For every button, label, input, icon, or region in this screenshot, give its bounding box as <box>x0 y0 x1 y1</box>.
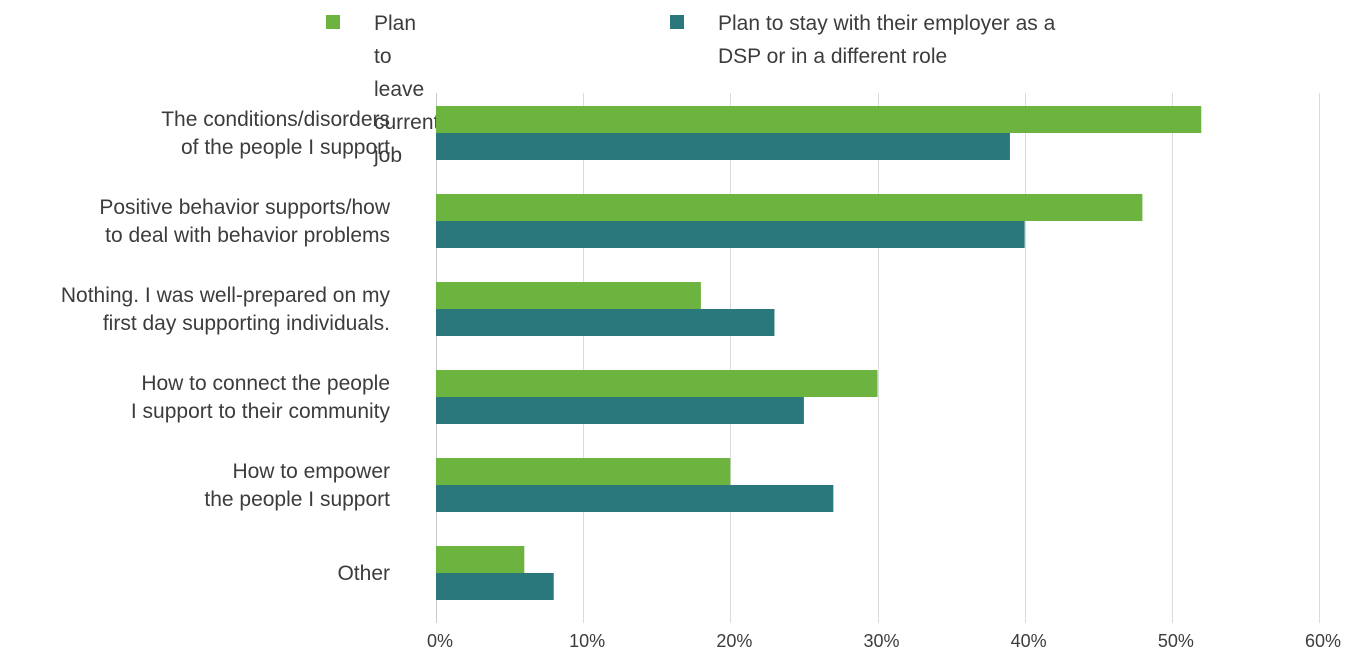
bars <box>436 106 1202 600</box>
category-label-2: Nothing. I was well-prepared on my first … <box>61 284 391 335</box>
x-tick-label-10: 10% <box>569 631 605 651</box>
bar-leave-5 <box>436 546 525 573</box>
legend-label-leave: Plan to leave current job <box>374 12 440 167</box>
x-axis-tick-labels: 0% 10% 20% 30% 40% 50% 60% <box>427 631 1341 651</box>
bar-leave-3 <box>436 370 878 397</box>
category-label-5: Other <box>337 562 390 585</box>
category-label-1: Positive behavior supports/how to deal wi… <box>99 196 390 247</box>
category-labels: The conditions/disorders of the people I … <box>61 108 391 585</box>
x-tick-label-40: 40% <box>1011 631 1047 651</box>
gridlines <box>436 93 1320 623</box>
x-tick-label-50: 50% <box>1158 631 1194 651</box>
bar-stay-5 <box>436 573 554 600</box>
bar-stay-3 <box>436 397 804 424</box>
bar-leave-0 <box>436 106 1202 133</box>
bar-stay-2 <box>436 309 775 336</box>
bar-leave-1 <box>436 194 1143 221</box>
x-tick-label-0: 0% <box>427 631 453 651</box>
category-label-3: How to connect the people I support to th… <box>131 372 391 423</box>
category-label-0: The conditions/disorders of the people I … <box>161 108 390 159</box>
bar-stay-0 <box>436 133 1010 160</box>
legend-swatch-leave <box>326 15 340 29</box>
bar-stay-1 <box>436 221 1025 248</box>
bar-leave-4 <box>436 458 731 485</box>
x-tick-label-20: 20% <box>716 631 752 651</box>
x-tick-label-30: 30% <box>863 631 899 651</box>
bar-leave-2 <box>436 282 701 309</box>
legend-swatch-stay <box>670 15 684 29</box>
x-tick-label-60: 60% <box>1305 631 1341 651</box>
category-label-4: How to empower the people I support <box>204 460 390 511</box>
bar-stay-4 <box>436 485 834 512</box>
legend-label-stay: Plan to stay with their employer as a DS… <box>718 12 1056 68</box>
legend: Plan to leave current job Plan to stay w… <box>0 10 1354 167</box>
